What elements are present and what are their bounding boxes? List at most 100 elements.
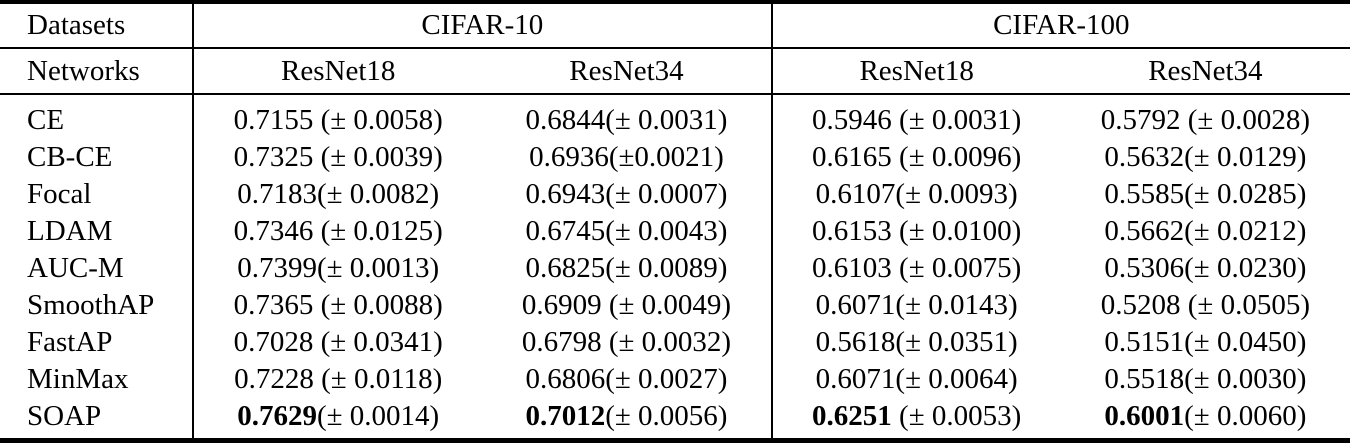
result-cell-cifar10-resnet18: 0.7228 (± 0.0118) xyxy=(193,361,482,398)
std-value: (± 0.0075) xyxy=(891,252,1022,284)
mean-value: 0.6103 xyxy=(812,252,892,284)
header-cell-cifar100-resnet34: ResNet34 xyxy=(1060,48,1350,95)
result-cell-cifar10-resnet34: 0.6844(± 0.0031) xyxy=(482,94,773,139)
mean-value: 0.5208 xyxy=(1100,289,1181,321)
result-cell-cifar100-resnet34: 0.6001(± 0.0060) xyxy=(1061,398,1350,441)
method-name-cell: CB-CE xyxy=(0,139,195,176)
std-value: (± 0.0060) xyxy=(1184,400,1307,432)
std-value: (± 0.0056) xyxy=(605,400,728,432)
result-cell-cifar10-resnet34: 0.6825(± 0.0089) xyxy=(482,250,773,287)
std-value: (± 0.0100) xyxy=(891,215,1022,247)
result-cell-cifar100-resnet18: 0.6153 (± 0.0100) xyxy=(772,213,1061,250)
mean-value: 0.7399 xyxy=(237,252,317,284)
result-cell-cifar100-resnet18: 0.6107(± 0.0093) xyxy=(772,176,1061,213)
mean-value: 0.7228 xyxy=(234,363,314,395)
std-value: (± 0.0096) xyxy=(891,141,1022,173)
mean-value: 0.5632 xyxy=(1104,141,1185,173)
result-cell-cifar100-resnet18: 0.6071(± 0.0143) xyxy=(772,287,1061,324)
mean-value: 0.5518 xyxy=(1104,363,1185,395)
mean-value: 0.6909 xyxy=(521,289,602,321)
method-row: SOAP 0.7629(± 0.0014) 0.7012(± 0.0056) 0… xyxy=(0,398,1350,441)
result-cell-cifar100-resnet34: 0.5518(± 0.0030) xyxy=(1061,361,1350,398)
std-value: (± 0.0230) xyxy=(1184,252,1307,284)
mean-value: 0.5792 xyxy=(1100,104,1181,136)
result-cell-cifar100-resnet18: 0.6165 (± 0.0096) xyxy=(772,139,1061,176)
method-row: CE 0.7155 (± 0.0058) 0.6844(± 0.0031) 0.… xyxy=(0,94,1350,139)
mean-value: 0.7012 xyxy=(525,400,606,432)
method-name-cell: MinMax xyxy=(0,361,195,398)
method-name-cell: AUC-M xyxy=(0,250,195,287)
method-row: AUC-M 0.7399(± 0.0013) 0.6825(± 0.0089) … xyxy=(0,250,1350,287)
mean-value: 0.6745 xyxy=(525,215,606,247)
mean-value: 0.6071 xyxy=(815,289,896,321)
result-cell-cifar10-resnet18: 0.7399(± 0.0013) xyxy=(193,250,482,287)
method-row: LDAM 0.7346 (± 0.0125) 0.6745(± 0.0043) … xyxy=(0,213,1350,250)
header-cell-cifar10: CIFAR-10 xyxy=(193,2,773,49)
mean-value: 0.6165 xyxy=(812,141,892,173)
header-cell-cifar10-resnet18: ResNet18 xyxy=(193,48,483,95)
std-value: (± 0.0118) xyxy=(313,363,443,395)
method-name-cell: Focal xyxy=(0,176,195,213)
result-cell-cifar100-resnet34: 0.5151(± 0.0450) xyxy=(1061,324,1350,361)
result-cell-cifar10-resnet34: 0.6798 (± 0.0032) xyxy=(482,324,773,361)
header-cell-cifar10-resnet34: ResNet34 xyxy=(482,48,773,95)
mean-value: 0.6798 xyxy=(521,326,602,358)
table-header: Datasets CIFAR-10 CIFAR-100 Networks Res… xyxy=(0,2,1350,95)
std-value: (± 0.0043) xyxy=(605,215,728,247)
method-row: CB-CE 0.7325 (± 0.0039) 0.6936(±0.0021) … xyxy=(0,139,1350,176)
std-value: (± 0.0450) xyxy=(1184,326,1307,358)
std-value: (± 0.0064) xyxy=(895,363,1018,395)
method-row: FastAP 0.7028 (± 0.0341) 0.6798 (± 0.003… xyxy=(0,324,1350,361)
std-value: (± 0.0143) xyxy=(895,289,1018,321)
mean-value: 0.6153 xyxy=(812,215,892,247)
std-value: (± 0.0082) xyxy=(316,178,440,210)
result-cell-cifar100-resnet18: 0.6071(± 0.0064) xyxy=(772,361,1061,398)
mean-value: 0.7346 xyxy=(233,215,314,247)
std-value: (± 0.0027) xyxy=(605,363,728,395)
result-cell-cifar10-resnet34: 0.6936(±0.0021) xyxy=(482,139,773,176)
mean-value: 0.6943 xyxy=(525,178,606,210)
method-row: SmoothAP 0.7365 (± 0.0088) 0.6909 (± 0.0… xyxy=(0,287,1350,324)
std-value: (± 0.0031) xyxy=(605,104,728,136)
result-cell-cifar100-resnet34: 0.5662(± 0.0212) xyxy=(1061,213,1350,250)
method-row: Focal 0.7183(± 0.0082) 0.6943(± 0.0007) … xyxy=(0,176,1350,213)
result-cell-cifar10-resnet18: 0.7155 (± 0.0058) xyxy=(193,94,482,139)
method-name-cell: SOAP xyxy=(0,398,195,441)
std-value: (± 0.0088) xyxy=(313,289,443,321)
header-cell-datasets-label: Datasets xyxy=(0,2,195,49)
result-cell-cifar100-resnet18: 0.6103 (± 0.0075) xyxy=(772,250,1061,287)
mean-value: 0.5618 xyxy=(815,326,896,358)
result-cell-cifar10-resnet34: 0.6943(± 0.0007) xyxy=(482,176,773,213)
table-body: CE 0.7155 (± 0.0058) 0.6844(± 0.0031) 0.… xyxy=(0,94,1350,441)
std-value: (± 0.0013) xyxy=(316,252,440,284)
result-cell-cifar10-resnet34: 0.6806(± 0.0027) xyxy=(482,361,773,398)
std-value: (± 0.0014) xyxy=(316,400,440,432)
mean-value: 0.5662 xyxy=(1104,215,1185,247)
std-value: (± 0.0351) xyxy=(895,326,1018,358)
std-value: (± 0.0341) xyxy=(313,326,443,358)
result-cell-cifar10-resnet18: 0.7629(± 0.0014) xyxy=(193,398,482,441)
result-cell-cifar100-resnet34: 0.5208 (± 0.0505) xyxy=(1061,287,1350,324)
mean-value: 0.7325 xyxy=(233,141,314,173)
result-cell-cifar10-resnet18: 0.7346 (± 0.0125) xyxy=(193,213,482,250)
result-cell-cifar10-resnet18: 0.7183(± 0.0082) xyxy=(193,176,482,213)
method-name-cell: LDAM xyxy=(0,213,195,250)
result-cell-cifar10-resnet18: 0.7028 (± 0.0341) xyxy=(193,324,482,361)
std-value: (±0.0021) xyxy=(608,141,724,173)
std-value: (± 0.0125) xyxy=(313,215,443,247)
mean-value: 0.7629 xyxy=(237,400,317,432)
mean-value: 0.6251 xyxy=(812,400,892,432)
std-value: (± 0.0053) xyxy=(891,400,1022,432)
std-value: (± 0.0039) xyxy=(313,141,443,173)
mean-value: 0.6844 xyxy=(525,104,606,136)
mean-value: 0.6806 xyxy=(525,363,606,395)
header-cell-networks-label: Networks xyxy=(0,48,195,95)
std-value: (± 0.0285) xyxy=(1184,178,1307,210)
std-value: (± 0.0030) xyxy=(1184,363,1307,395)
result-cell-cifar10-resnet34: 0.6909 (± 0.0049) xyxy=(482,287,773,324)
mean-value: 0.6071 xyxy=(815,363,896,395)
result-cell-cifar100-resnet18: 0.5946 (± 0.0031) xyxy=(772,94,1061,139)
std-value: (± 0.0212) xyxy=(1184,215,1307,247)
header-cell-cifar100: CIFAR-100 xyxy=(771,2,1350,49)
